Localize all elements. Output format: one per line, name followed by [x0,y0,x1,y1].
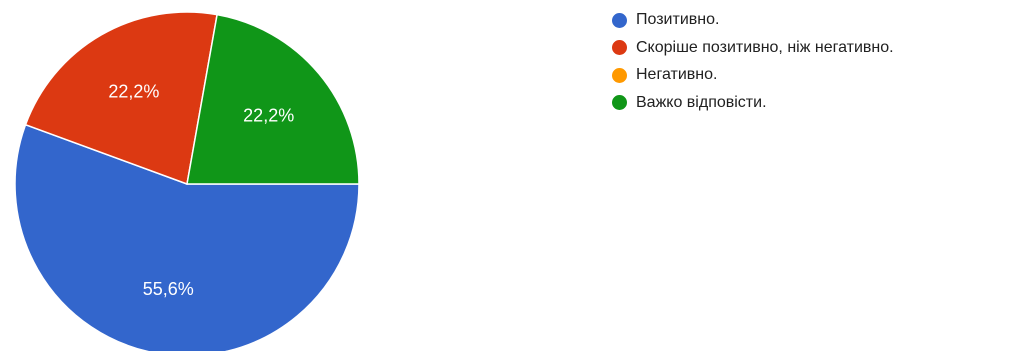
legend-item-negatyvno[interactable]: Негативно. [612,63,894,87]
legend-swatch-icon [612,67,627,83]
legend-swatch-icon [612,40,627,55]
legend-item-skorishe-pozytyvno[interactable]: Скоріше позитивно, ніж негативно. [612,36,894,60]
legend-label: Позитивно. [636,11,720,28]
legend-item-vazhko-vidpovisty[interactable]: Важко відповісти. [612,91,894,115]
pie-slice[interactable] [24,11,218,186]
pie-slice[interactable] [14,123,360,351]
pie-slice-labels: 55,6% 22,2% 22,2% [108,82,294,300]
pie-slice[interactable] [186,13,360,185]
pie-slice-value-label: 22,2% [243,106,294,126]
legend-label: Скоріше позитивно, ніж негативно. [636,38,894,56]
legend-label: Важко відповісти. [636,93,767,111]
legend: Позитивно. Скоріше позитивно, ніж негати… [612,8,894,118]
legend-item-pozytyvno[interactable]: Позитивно. [612,8,894,32]
pie-slices [14,11,360,351]
pie-slice-value-label: 22,2% [108,82,159,102]
legend-swatch-icon [612,95,627,110]
pie-slice-value-label: 55,6% [143,279,194,299]
legend-label: Негативно. [636,66,718,83]
legend-swatch-icon [612,12,627,28]
